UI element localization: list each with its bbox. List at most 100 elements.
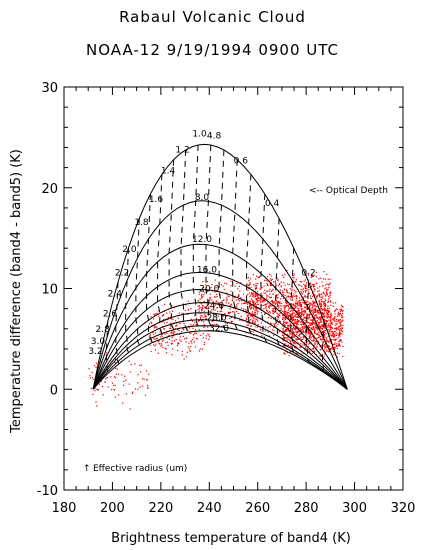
observation-point bbox=[153, 318, 155, 320]
observation-point bbox=[168, 334, 170, 336]
observation-point bbox=[250, 330, 252, 333]
observation-point bbox=[278, 283, 281, 286]
observation-point bbox=[202, 287, 204, 289]
observation-point bbox=[112, 382, 114, 384]
observation-point bbox=[255, 287, 257, 289]
observation-point bbox=[147, 387, 149, 389]
observation-point bbox=[277, 315, 279, 318]
observation-point bbox=[275, 283, 277, 285]
observation-point bbox=[324, 320, 326, 322]
chart-subtitle: NOAA-12 9/19/1994 0900 UTC bbox=[86, 41, 339, 59]
observation-point bbox=[337, 311, 339, 313]
observation-point bbox=[307, 313, 309, 315]
observation-point bbox=[324, 304, 326, 306]
observation-point bbox=[304, 279, 306, 281]
observation-point bbox=[322, 316, 324, 318]
observation-point bbox=[325, 291, 327, 294]
observation-point bbox=[282, 314, 284, 316]
observation-point bbox=[302, 344, 304, 346]
observation-point bbox=[302, 311, 304, 313]
observation-point bbox=[328, 292, 331, 294]
observation-point bbox=[304, 309, 306, 311]
observation-point bbox=[275, 300, 278, 302]
observation-point bbox=[334, 334, 336, 336]
observation-point bbox=[188, 348, 190, 350]
observation-point bbox=[331, 331, 333, 333]
observation-point bbox=[226, 300, 228, 302]
observation-point bbox=[295, 303, 297, 305]
observation-point bbox=[292, 295, 294, 297]
observation-point bbox=[301, 311, 303, 313]
observation-point bbox=[171, 332, 173, 334]
observation-point bbox=[341, 310, 343, 312]
observation-point bbox=[310, 309, 312, 311]
observation-point bbox=[246, 310, 248, 312]
observation-point bbox=[321, 307, 323, 310]
observation-point bbox=[279, 289, 282, 291]
observation-point bbox=[329, 329, 331, 331]
observation-point bbox=[252, 331, 254, 333]
observation-point bbox=[248, 280, 250, 282]
observation-point bbox=[268, 312, 270, 314]
observation-point bbox=[303, 283, 305, 286]
observation-point bbox=[324, 343, 326, 345]
observation-point bbox=[249, 304, 251, 306]
observation-point bbox=[282, 328, 284, 330]
observation-point bbox=[314, 342, 316, 344]
observation-point bbox=[288, 304, 290, 306]
observation-point bbox=[302, 296, 304, 298]
observation-point bbox=[312, 309, 314, 311]
observation-point bbox=[335, 332, 337, 334]
effective-radius-curve bbox=[92, 200, 348, 390]
observation-point bbox=[247, 314, 249, 316]
observation-point bbox=[307, 288, 309, 291]
observation-point bbox=[318, 316, 320, 318]
observation-point bbox=[334, 327, 336, 330]
observation-point bbox=[137, 382, 139, 384]
observation-point bbox=[204, 306, 206, 308]
observation-point bbox=[269, 285, 272, 287]
observation-point bbox=[274, 302, 276, 304]
y-tick-label: 30 bbox=[41, 81, 58, 96]
x-tick-label: 200 bbox=[100, 501, 125, 516]
observation-point bbox=[291, 343, 293, 345]
observation-point bbox=[320, 318, 322, 320]
observation-point bbox=[204, 292, 206, 294]
observation-point bbox=[338, 340, 340, 343]
observation-point bbox=[324, 288, 326, 290]
observation-point bbox=[225, 297, 227, 299]
observation-point bbox=[269, 293, 271, 295]
observation-point bbox=[140, 364, 142, 366]
observation-point bbox=[196, 332, 198, 335]
observation-point bbox=[317, 329, 319, 331]
observation-point bbox=[294, 306, 296, 308]
observation-point bbox=[293, 275, 295, 277]
observation-point bbox=[302, 291, 305, 293]
observation-point bbox=[316, 337, 318, 339]
observation-point bbox=[310, 310, 312, 312]
observation-point bbox=[310, 333, 312, 335]
observation-point bbox=[234, 285, 236, 287]
observation-point bbox=[211, 299, 213, 301]
observation-point bbox=[321, 332, 324, 334]
observation-point bbox=[211, 320, 213, 322]
observation-point bbox=[114, 396, 116, 398]
observation-point bbox=[282, 321, 284, 323]
observation-point bbox=[185, 341, 187, 343]
observation-point bbox=[295, 321, 297, 323]
observation-point bbox=[277, 284, 279, 287]
observation-point bbox=[316, 295, 318, 297]
observation-point bbox=[88, 368, 90, 370]
observation-point bbox=[311, 276, 314, 278]
observation-point bbox=[272, 288, 274, 290]
observation-point bbox=[326, 320, 328, 322]
observation-point bbox=[287, 322, 289, 324]
observation-point bbox=[284, 294, 286, 296]
observation-point bbox=[309, 335, 311, 337]
observation-point bbox=[284, 324, 286, 326]
observation-point bbox=[191, 320, 194, 322]
observation-point bbox=[312, 318, 314, 320]
observation-point bbox=[273, 330, 275, 332]
observation-point bbox=[197, 309, 199, 311]
observation-point bbox=[295, 298, 297, 300]
